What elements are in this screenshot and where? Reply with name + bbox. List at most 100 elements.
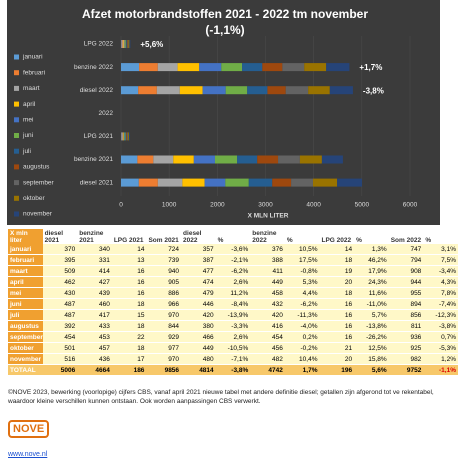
bar-segment [291, 178, 313, 187]
table-cell: 466 [181, 331, 216, 343]
bar-segment [278, 155, 300, 164]
table-cell: 936 [388, 331, 424, 343]
table-cell: 17,9% [354, 265, 389, 277]
table-cell: -6,2% [215, 265, 251, 277]
bar-segment [182, 178, 205, 187]
row-label: juni [8, 298, 43, 310]
bar-segment [225, 178, 249, 187]
table-row: juni 487 460 18 966 446 -8,4% 432 -6,2% 16 -11,0% 8… [8, 298, 458, 310]
table-cell: 811 [388, 320, 424, 332]
legend-swatch [14, 85, 19, 91]
bar-segment [242, 63, 263, 72]
table-cell: 925 [388, 342, 424, 354]
bar-segment [127, 40, 129, 48]
table-cell: 2,6% [215, 331, 251, 343]
table-cell: 479 [181, 287, 216, 299]
legend-label: mei [23, 117, 33, 124]
bar-segment [121, 132, 123, 141]
table-cell: 16 [319, 298, 355, 310]
header-cell: LPG 2021 [113, 237, 144, 244]
table-cell: 16 [111, 287, 147, 299]
chart-background [7, 0, 440, 225]
table-cell: 966 [146, 298, 182, 310]
annotation: +5,6% [140, 40, 163, 49]
row-label: juli [8, 309, 43, 321]
legend-swatch [14, 148, 19, 154]
logo: NOVE [8, 420, 50, 438]
table-cell: 439 [77, 287, 112, 299]
row-label: TOTAAL [8, 364, 43, 376]
bar-segment [193, 155, 215, 164]
bar-segment [121, 40, 123, 48]
table-cell: 417 [77, 309, 112, 321]
table-cell: 487 [42, 309, 78, 321]
table-cell: 432 [250, 298, 285, 310]
bar-segment [282, 63, 305, 72]
bar-segment [248, 178, 273, 187]
table-cell: 9856 [146, 364, 182, 376]
table-cell: 7,8% [423, 287, 458, 299]
table-cell: 16 [111, 265, 147, 277]
table-cell: 10,4% [284, 353, 320, 365]
table-cell: 13 [111, 254, 147, 266]
legend-swatch [14, 101, 19, 107]
table-cell: 457 [77, 342, 112, 354]
x-tick-label: 0 [119, 202, 123, 209]
x-tick-label: 4000 [306, 202, 321, 209]
table-cell: 4,3% [423, 276, 458, 288]
table-cell: -3,8% [423, 320, 458, 332]
legend-label: maart [23, 85, 40, 92]
table-cell: 453 [77, 331, 112, 343]
bar-segment [225, 86, 248, 95]
header-cell: benzine 2022 [252, 230, 277, 244]
table-cell: 894 [388, 298, 424, 310]
table-cell: 4742 [250, 364, 285, 376]
footnote: ©NOVE 2023, bewerking (voorlopige) cijfe… [8, 389, 434, 405]
table-cell: 970 [146, 309, 182, 321]
table-cell: -7,1% [215, 353, 251, 365]
table-cell: 4664 [77, 364, 112, 376]
table-cell: 14 [111, 244, 147, 255]
table-row: januari 370 340 14 724 357 -3,6% 376 10,5% 14 1,3%… [8, 244, 458, 255]
table-cell: 454 [42, 331, 78, 343]
legend-swatch [14, 70, 19, 76]
table-cell: 474 [181, 276, 216, 288]
table-cell: 739 [146, 254, 182, 266]
bar-segment [127, 132, 129, 141]
table-cell: 376 [250, 244, 285, 255]
table-row: juli 487 417 15 970 420 -13,9% 420 -11,3% 16 5,7% 8… [8, 309, 458, 321]
bar-segment [204, 178, 226, 187]
y-tick-label: LPG 2021 [84, 133, 114, 140]
header-cell: LPG 2022 [321, 237, 352, 244]
table-cell: 430 [42, 287, 78, 299]
table-cell: 18 [111, 320, 147, 332]
legend-label: september [23, 179, 55, 186]
bar-segment [125, 40, 127, 48]
table-cell: -8,4% [215, 298, 251, 310]
table-cell: -13,9% [215, 309, 251, 321]
bar-segment [177, 63, 200, 72]
table-cell: -4,0% [284, 320, 320, 332]
x-tick-label: 3000 [258, 202, 273, 209]
table-cell: -10,5% [215, 342, 251, 354]
y-tick-label: benzine 2021 [74, 156, 113, 163]
header-cell: X mln liter [8, 229, 43, 244]
row-label: november [8, 353, 43, 365]
table-cell: 12,5% [354, 342, 389, 354]
table-cell: 940 [146, 265, 182, 277]
table-row: februari 395 331 13 739 387 -2,1% 388 17,5% 18 46,… [8, 254, 458, 266]
bar-segment [128, 132, 130, 141]
table-cell: 7,5% [423, 254, 458, 266]
table-cell: 462 [42, 276, 78, 288]
header-cell: % [217, 237, 224, 244]
row-label: september [8, 331, 43, 343]
bar-segment [121, 155, 138, 164]
table-cell: 17,5% [284, 254, 320, 266]
bar-segment [137, 155, 154, 164]
table-cell: 16 [319, 309, 355, 321]
table-cell: -6,2% [284, 298, 320, 310]
table-cell: 427 [77, 276, 112, 288]
legend-swatch [14, 195, 19, 201]
link[interactable]: www.nove.nl [8, 451, 48, 458]
table-cell: 20 [319, 276, 355, 288]
